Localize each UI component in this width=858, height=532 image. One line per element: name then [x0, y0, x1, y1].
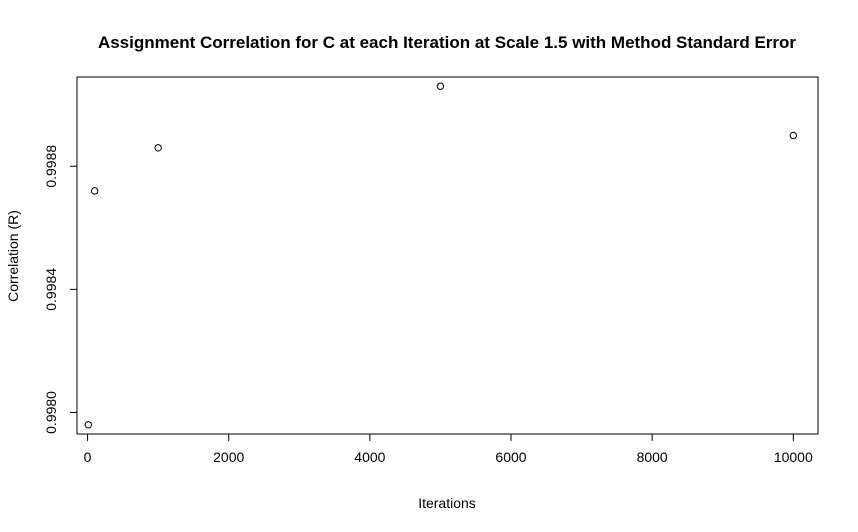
data-point	[436, 82, 445, 90]
x-axis: 0 2000 4000 6000 8000 10000	[84, 433, 813, 465]
data-point	[154, 144, 162, 152]
data-point	[90, 187, 99, 195]
x-tick-label: 2000	[213, 449, 244, 465]
data-point	[789, 131, 797, 140]
y-axis-label: Correlation (R)	[5, 210, 21, 302]
plot-area-frame	[76, 76, 819, 435]
chart-title: Assignment Correlation for C at each Ite…	[98, 33, 796, 52]
x-tick-label: 0	[84, 449, 92, 465]
y-tick-label: 0.9984	[43, 268, 59, 311]
y-axis: 0.9980 0.9984 0.9988	[43, 145, 78, 434]
x-axis-label: Iterations	[418, 495, 476, 511]
y-tick-label: 0.9980	[43, 391, 59, 434]
y-tick-label: 0.9988	[43, 145, 59, 188]
data-point	[84, 421, 92, 429]
x-tick-label: 4000	[354, 449, 385, 465]
data-points	[84, 82, 797, 429]
x-tick-label: 10000	[774, 449, 813, 465]
x-tick-label: 6000	[495, 449, 526, 465]
x-tick-label: 8000	[637, 449, 668, 465]
